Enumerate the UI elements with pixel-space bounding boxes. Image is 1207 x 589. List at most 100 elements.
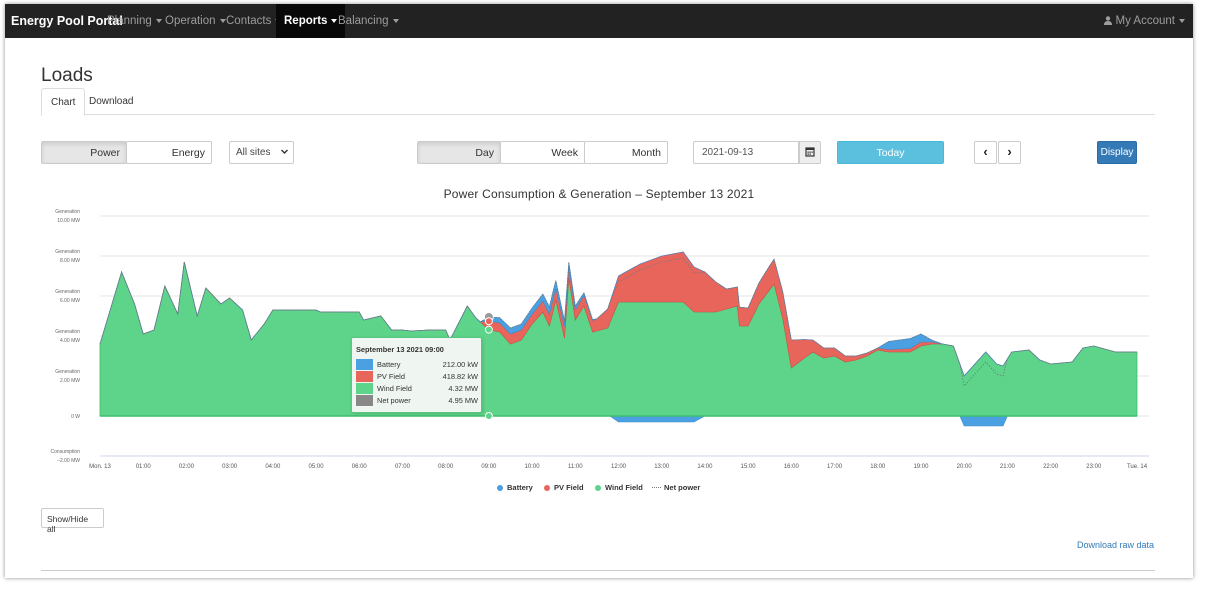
next-button[interactable]: › — [998, 141, 1021, 164]
x-tick-label: 17:00 — [827, 464, 843, 470]
legend-net-power[interactable]: Net power — [652, 483, 700, 492]
tooltip-value: 212.00 kW — [442, 360, 478, 369]
nav-reports-label: Reports — [284, 15, 328, 27]
legend-pv-field[interactable]: PV Field — [544, 483, 584, 492]
y-tick-label: Generation 6.00 MW — [55, 289, 80, 304]
download-raw-data-link[interactable]: Download raw data — [1076, 540, 1154, 550]
x-tick-label: 06:00 — [352, 464, 368, 470]
brand-link[interactable]: Energy Pool Portal — [11, 14, 123, 28]
x-tick-label: 10:00 — [525, 464, 541, 470]
y-tick-label: Generation 8.00 MW — [55, 249, 80, 264]
x-tick-label: 02:00 — [179, 464, 195, 470]
sites-select[interactable]: All sites — [229, 141, 294, 164]
app-window: Energy Pool Portal Planning Operation Co… — [5, 4, 1193, 578]
y-tick-label: Generation 4.00 MW — [55, 329, 80, 344]
nav-operation[interactable]: Operation — [165, 15, 226, 27]
display-button[interactable]: Display — [1097, 141, 1137, 164]
tooltip-label: PV Field — [377, 372, 405, 381]
show-hide-all-button[interactable]: Show/Hide all — [41, 508, 104, 534]
user-icon — [1104, 16, 1113, 25]
tooltip-label: Wind Field — [377, 384, 412, 393]
tooltip-row-battery: Battery 212.00 kW — [356, 359, 478, 370]
tab-bar: Chart Download — [41, 88, 1155, 116]
tooltip-row-wind-field: Wind Field 4.32 MW — [356, 383, 478, 394]
dotted-line-icon — [652, 487, 661, 488]
pv-field-marker — [484, 317, 493, 326]
caret-down-icon — [392, 18, 399, 23]
x-tick-label: 05:00 — [309, 464, 325, 470]
x-tick-label: Tue. 14 — [1127, 464, 1148, 470]
tab-download-label: Download — [89, 96, 134, 107]
nav-planning[interactable]: Planning — [107, 15, 162, 27]
my-account-label: My Account — [1115, 15, 1175, 27]
tooltip-title: September 13 2021 09:00 — [356, 345, 444, 354]
chevron-left-icon: ‹ — [983, 144, 988, 159]
tooltip-row-pv-field: PV Field 418.82 kW — [356, 371, 478, 382]
legend-label: Wind Field — [605, 483, 643, 492]
sites-select-value: All sites — [236, 147, 271, 158]
nav-balancing-label: Balancing — [338, 15, 389, 27]
chart-legend: Battery PV Field Wind Field Net power — [497, 483, 717, 495]
energy-toggle[interactable]: Energy — [126, 141, 212, 164]
previous-button[interactable]: ‹ — [974, 141, 997, 164]
wind-field-swatch — [356, 383, 373, 394]
y-tick-label: Generation 2.00 MW — [55, 369, 80, 384]
tooltip-value: 4.32 MW — [448, 384, 478, 393]
nav-balancing[interactable]: Balancing — [338, 15, 399, 27]
navbar: Energy Pool Portal Planning Operation Co… — [5, 4, 1193, 38]
power-toggle[interactable]: Power — [41, 141, 127, 164]
tab-chart-label: Chart — [51, 97, 76, 108]
x-tick-label: 21:00 — [1000, 464, 1016, 470]
battery-marker — [484, 412, 493, 420]
caret-down-icon — [331, 18, 338, 23]
x-tick-label: 11:00 — [568, 464, 583, 470]
chart-tooltip: September 13 2021 09:00 Battery 212.00 k… — [351, 337, 482, 413]
y-tick-label: Consumption −2.00 MW — [51, 449, 81, 464]
tooltip-value: 4.95 MW — [448, 396, 478, 405]
net-power-line — [99, 257, 1137, 387]
x-tick-label: 03:00 — [222, 464, 238, 470]
today-button[interactable]: Today — [837, 141, 944, 164]
y-tick-label: 0 W — [71, 414, 80, 420]
x-tick-label: 08:00 — [438, 464, 454, 470]
x-tick-label: 15:00 — [741, 464, 757, 470]
tab-download[interactable]: Download — [80, 88, 142, 116]
x-tick-label: 04:00 — [265, 464, 281, 470]
x-tick-label: 19:00 — [913, 464, 929, 470]
legend-label: Net power — [664, 483, 701, 492]
tooltip-label: Net power — [377, 396, 411, 405]
tooltip-row-net-power: Net power 4.95 MW — [356, 395, 478, 406]
nav-reports[interactable]: Reports — [276, 4, 346, 38]
chevron-right-icon: › — [1007, 144, 1012, 159]
calendar-button[interactable] — [799, 141, 821, 164]
chevron-down-icon — [281, 147, 288, 157]
battery-discharge-area — [100, 415, 1137, 427]
chart-title: Power Consumption & Generation – Septemb… — [443, 187, 755, 201]
x-tick-label: 07:00 — [395, 464, 411, 470]
x-tick-label: 12:00 — [611, 464, 627, 470]
x-tick-label: 23:00 — [1086, 464, 1102, 470]
battery-swatch — [356, 359, 373, 370]
calendar-icon — [805, 147, 815, 157]
legend-battery[interactable]: Battery — [497, 483, 533, 492]
month-toggle[interactable]: Month — [584, 141, 668, 164]
legend-label: Battery — [507, 483, 533, 492]
caret-down-icon — [155, 18, 162, 23]
x-tick-label: 16:00 — [784, 464, 800, 470]
x-tick-label: 18:00 — [870, 464, 886, 470]
nav-planning-label: Planning — [107, 15, 152, 27]
legend-label: PV Field — [554, 483, 584, 492]
x-tick-label: 14:00 — [697, 464, 713, 470]
y-tick-label: Generation 10.00 MW — [55, 209, 80, 224]
divider — [41, 570, 1155, 571]
x-tick-label: 13:00 — [654, 464, 670, 470]
x-tick-label: 01:00 — [136, 464, 152, 470]
my-account-menu[interactable]: My Account — [1104, 15, 1185, 27]
date-input[interactable]: 2021-09-13 — [693, 141, 799, 164]
tab-chart[interactable]: Chart — [41, 88, 86, 116]
caret-down-icon — [219, 18, 226, 23]
pv-field-dot-icon — [544, 485, 550, 491]
page-title: Loads — [41, 65, 93, 86]
legend-wind-field[interactable]: Wind Field — [595, 483, 643, 492]
wind-field-dot-icon — [595, 485, 601, 491]
